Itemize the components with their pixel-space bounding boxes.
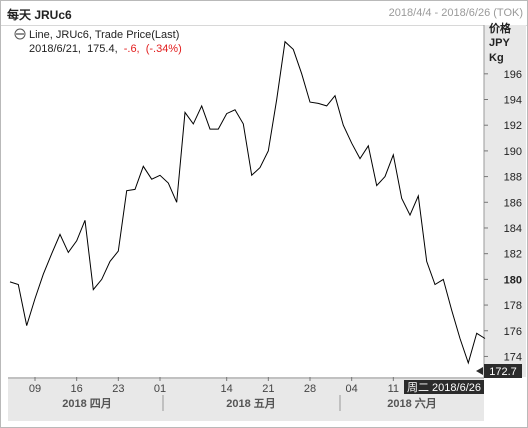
y-tick-label: 180 — [504, 274, 522, 286]
last-price-arrow — [476, 367, 483, 375]
x-tick-label: 11 — [388, 383, 399, 395]
legend-last-value: 175.4, — [87, 43, 118, 55]
x-ticks: 09 16 23 01 14 21 28 04 11 — [29, 377, 399, 395]
y-tick-label: 186 — [504, 197, 522, 209]
x-tick-label: 01 — [154, 383, 166, 395]
x-tick-label: 23 — [112, 383, 124, 395]
y-tick-label: 196 — [504, 69, 522, 81]
y-tick-label: 190 — [504, 146, 522, 158]
chart-title: 每天 JRUc6 — [7, 8, 72, 22]
y-tick-label: 188 — [504, 172, 522, 184]
month-label: 2018 四月 — [62, 397, 112, 410]
legend[interactable]: Line, JRUc6, Trade Price(Last) 2018/6/21… — [14, 28, 182, 55]
legend-change: -.6, — [124, 43, 140, 55]
y-ticks: 174 176 178 180 182 184 186 188 190 192 194 196 — [484, 69, 522, 363]
y-tick-label: 192 — [504, 120, 522, 132]
cursor-date-box — [404, 380, 484, 394]
month-label: 2018 五月 — [226, 397, 276, 410]
month-labels: 2018 四月 2018 五月 2018 六月 — [62, 395, 437, 411]
y-axis-band — [484, 25, 526, 377]
y-tick-label: 174 — [504, 351, 522, 363]
x-tick-label: 16 — [71, 383, 83, 395]
x-tick-label: 21 — [262, 383, 274, 395]
y-tick-label: 194 — [504, 95, 522, 107]
y-label-unit: Kg — [489, 52, 504, 64]
title-bar: 每天 JRUc6 2018/4/4 - 2018/6/26 (TOK) — [1, 1, 527, 26]
x-tick-label: 28 — [304, 383, 316, 395]
x-tick-label: 14 — [221, 383, 233, 395]
svg-text:2018/6/21, 175.4,: 2018/6/21, 175.4, -.6, (-.34%) — [29, 43, 182, 55]
y-label-price: 价格 — [489, 21, 512, 35]
cursor-date-label: 周二 2018/6/26 — [407, 381, 481, 394]
last-price-box — [484, 364, 522, 378]
date-range: 2018/4/4 - 2018/6/26 (TOK) — [388, 7, 523, 19]
legend-series-label: Line, JRUc6, Trade Price(Last) — [29, 29, 179, 41]
legend-change-pct: (-.34%) — [146, 43, 182, 55]
legend-last-date: 2018/6/21, — [29, 43, 81, 55]
y-tick-label: 176 — [504, 326, 522, 338]
y-tick-label: 182 — [504, 249, 522, 261]
y-label-currency: JPY — [489, 37, 510, 49]
y-tick-label: 184 — [504, 223, 522, 235]
series-line[interactable] — [9, 40, 486, 365]
x-tick-label: 09 — [29, 383, 41, 395]
last-price-label: 172.7 — [489, 366, 517, 378]
x-tick-label: 04 — [346, 383, 358, 395]
month-label: 2018 六月 — [387, 396, 437, 410]
y-tick-label: 178 — [504, 300, 522, 312]
